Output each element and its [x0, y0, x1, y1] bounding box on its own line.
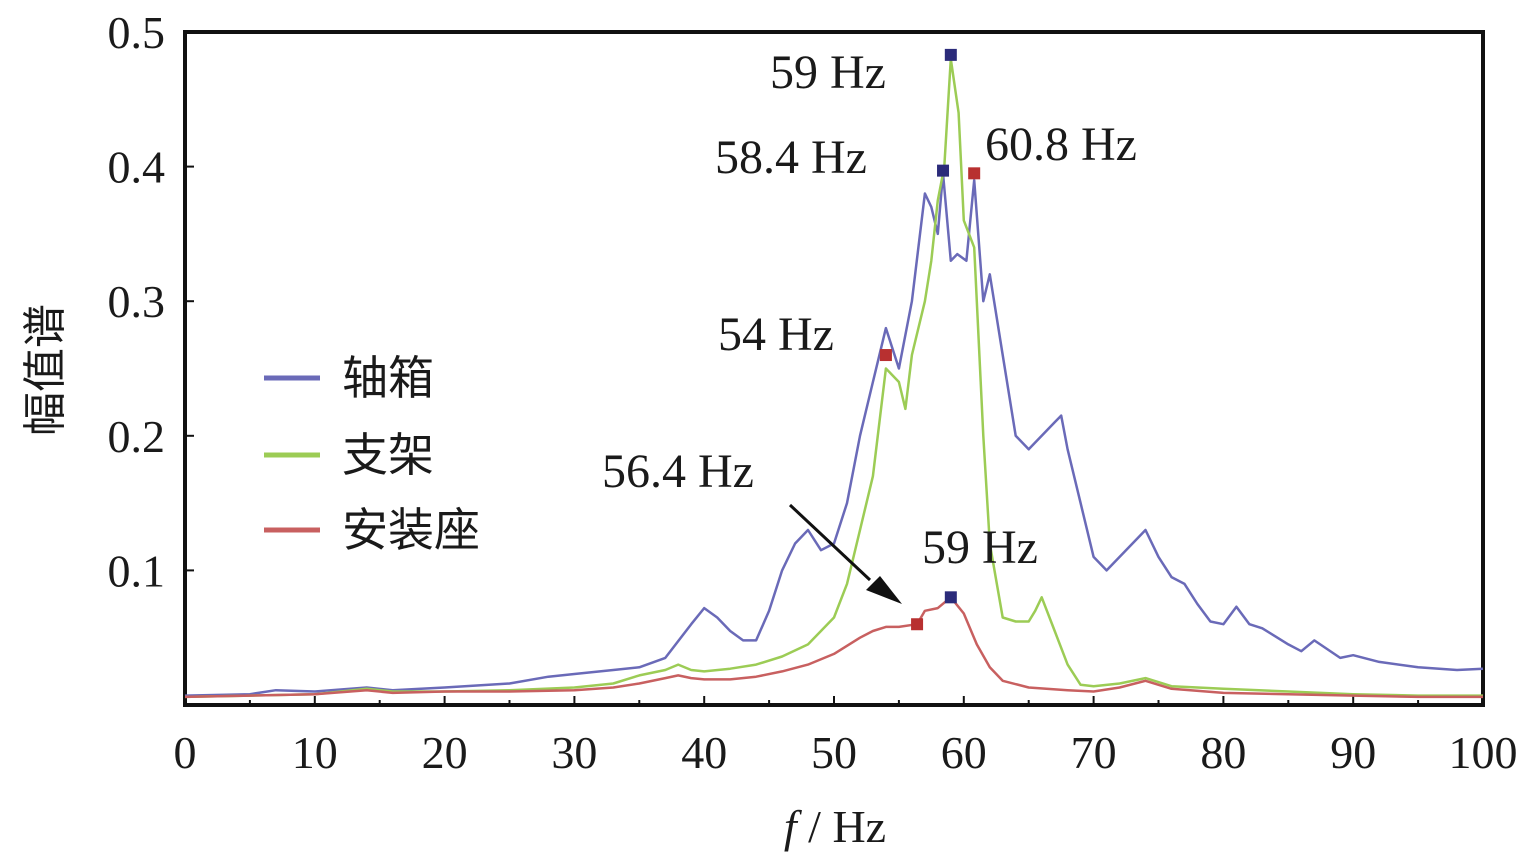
x-tick-label: 50 [811, 727, 857, 778]
peak-marker [944, 48, 957, 61]
peak-marker [879, 349, 892, 362]
y-tick-label: 0.1 [108, 545, 166, 596]
legend: 轴箱 支架 安装座 [264, 351, 480, 557]
x-tick-label: 90 [1330, 727, 1376, 778]
annotations: 59 Hz 58.4 Hz 60.8 Hz 54 Hz 56.4 Hz 59 H… [602, 46, 1137, 604]
annotation-54hz: 54 Hz [718, 308, 834, 361]
annotation-59hz-top: 59 Hz [770, 46, 886, 99]
annotation-56-4hz: 56.4 Hz [602, 445, 754, 498]
x-tick-label: 70 [1071, 727, 1117, 778]
x-tick-label: 30 [551, 727, 597, 778]
x-tick-label: 0 [174, 727, 197, 778]
y-tick-label: 0.2 [108, 411, 166, 462]
annotation-arrow-line [788, 503, 872, 582]
y-tick-label: 0.5 [108, 7, 166, 58]
series-line-2 [184, 596, 1483, 699]
x-tick-label: 60 [941, 727, 987, 778]
annotation-arrowhead [866, 576, 902, 604]
x-tick-label: 100 [1449, 727, 1518, 778]
x-tick-label: 80 [1200, 727, 1246, 778]
x-axis-label-unit: / Hz [797, 801, 886, 852]
plot-area: 0 10 20 30 40 50 60 70 80 90 100 0.1 0.2 0.3 0.4 0.5 [108, 7, 1518, 778]
peak-marker [937, 164, 950, 177]
x-axis-label: f / Hz [784, 801, 886, 852]
series-line-1 [184, 57, 1483, 699]
annotation-58-4hz: 58.4 Hz [715, 131, 867, 184]
annotation-60-8hz: 60.8 Hz [985, 118, 1137, 171]
x-tick-label: 20 [422, 727, 468, 778]
y-tick-label: 0.3 [108, 276, 166, 327]
annotation-59hz-bottom: 59 Hz [922, 521, 1038, 574]
series-line-0 [184, 172, 1484, 697]
legend-label-bracket: 支架 [342, 428, 434, 482]
peak-marker [911, 618, 924, 631]
legend-label-mount: 安装座 [342, 503, 480, 557]
peak-marker [944, 591, 957, 604]
y-axis-label: 幅值谱 [20, 304, 71, 436]
peak-marker [968, 167, 981, 180]
y-tick-label: 0.4 [108, 142, 166, 193]
legend-label-axle-box: 轴箱 [342, 351, 434, 405]
x-tick-label: 10 [292, 727, 338, 778]
x-tick-label: 40 [681, 727, 727, 778]
